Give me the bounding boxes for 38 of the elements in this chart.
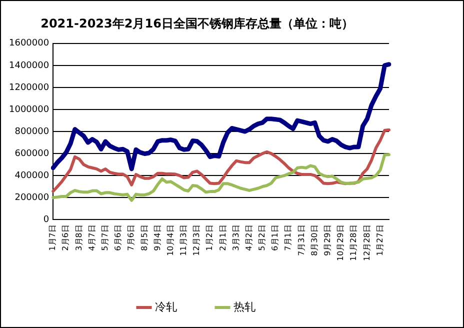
x-tick-label: 12月3日 bbox=[192, 224, 202, 256]
legend-label: 冷轧 bbox=[155, 300, 177, 314]
x-tick-label: 10月4日 bbox=[166, 224, 175, 256]
y-tick-label: 200000 bbox=[14, 192, 50, 203]
x-tick-label: 9月4日 bbox=[152, 224, 162, 251]
y-tick-label: 600000 bbox=[14, 148, 50, 159]
x-tick-label: 5月7日 bbox=[100, 224, 110, 251]
x-tick-label: 10月29日 bbox=[336, 224, 346, 261]
x-tick-label: 9月29日 bbox=[323, 224, 332, 256]
x-tick-label: 3月8日 bbox=[74, 224, 84, 251]
x-tick-label: 4月7日 bbox=[87, 224, 96, 251]
legend-label: 热轧 bbox=[234, 300, 256, 314]
x-tick-label: 6月6日 bbox=[114, 224, 123, 251]
x-tick-label: 8月30日 bbox=[310, 224, 319, 256]
x-tick-label: 1月27日 bbox=[375, 224, 384, 256]
x-tick-label: 8月5日 bbox=[140, 224, 149, 251]
x-tick-label: 4月2日 bbox=[244, 224, 254, 251]
x-tick-label: 2月1日 bbox=[218, 224, 228, 251]
x-tick-label: 11月28日 bbox=[349, 224, 358, 261]
y-tick-label: 0 bbox=[43, 214, 50, 225]
x-tick-label: 7月6日 bbox=[126, 224, 136, 251]
y-tick-label: 1200000 bbox=[8, 82, 50, 93]
y-tick-label: 1400000 bbox=[8, 60, 50, 71]
y-tick-label: 1600000 bbox=[8, 38, 50, 49]
y-tick-label: 400000 bbox=[14, 170, 50, 181]
x-tick-label: 1月2日 bbox=[205, 224, 214, 251]
x-tick-label: 7月1日 bbox=[284, 224, 293, 251]
x-tick-label: 5月2日 bbox=[258, 224, 267, 251]
x-tick-label: 2月6日 bbox=[61, 224, 70, 251]
x-tick-label: 3月3日 bbox=[231, 224, 240, 251]
y-tick-label: 1000000 bbox=[8, 104, 50, 115]
x-tick-label: 12月28日 bbox=[362, 224, 372, 261]
x-tick-label: 1月7日 bbox=[48, 224, 58, 251]
chart-title: 2021-2023年2月16日全国不锈钢库存总量（单位：吨） bbox=[40, 16, 354, 30]
x-tick-label: 11月3日 bbox=[179, 224, 188, 256]
y-tick-label: 800000 bbox=[14, 126, 50, 137]
x-tick-label: 6月1日 bbox=[270, 224, 280, 251]
x-tick-label: 7月31日 bbox=[296, 224, 306, 256]
